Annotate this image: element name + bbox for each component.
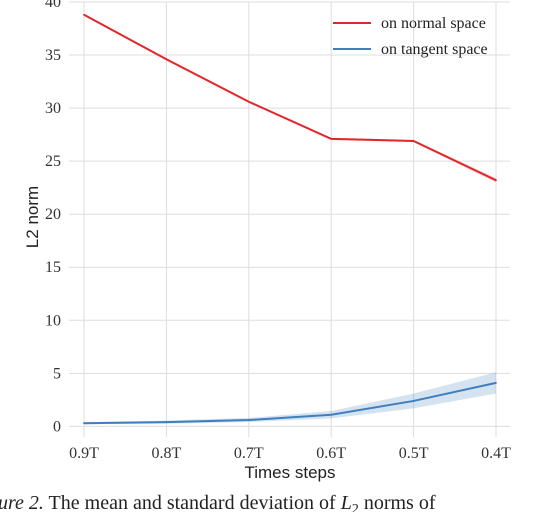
series-line-0	[83, 13, 497, 182]
y-tick-label: 10	[45, 312, 61, 329]
x-tick-label: 0.8T	[152, 445, 182, 462]
x-tick-labels: 0.9T 0.8T 0.7T 0.6T 0.5T 0.4T	[69, 445, 511, 462]
data-point	[412, 140, 415, 142]
y-tick-label: 15	[45, 259, 61, 276]
std-band-1	[84, 372, 496, 425]
data-point	[165, 421, 168, 424]
y-tick-label: 25	[45, 153, 61, 170]
data-point	[330, 137, 333, 140]
series-lines	[83, 13, 497, 425]
y-tick-label: 30	[45, 100, 61, 117]
x-tick-label: 0.6T	[316, 445, 346, 462]
data-point	[247, 419, 250, 421]
data-point	[412, 400, 415, 402]
y-tick-label: 5	[53, 365, 61, 382]
y-tick-label: 20	[45, 206, 61, 223]
caption-math-sub: 2	[352, 502, 359, 512]
caption-math-base: L	[340, 492, 352, 512]
figure-caption: ure 2. The mean and standard deviation o…	[0, 492, 436, 512]
caption-suffix: norms of	[359, 492, 436, 512]
data-point	[83, 13, 85, 16]
std-bands	[84, 13, 496, 425]
caption-text: The mean and standard deviation of	[44, 492, 341, 512]
legend-label-tangent: on tangent space	[381, 41, 488, 58]
x-tick-label: 0.9T	[69, 445, 99, 462]
data-point	[83, 422, 85, 425]
x-tick-label: 0.5T	[399, 445, 429, 462]
series-line-1	[83, 381, 497, 425]
y-tick-labels: 0 5 10 15 20 25 30 35 40	[45, 0, 61, 435]
y-tick-label: 35	[45, 47, 61, 64]
y-tick-label: 0	[53, 418, 61, 435]
x-tick-label: 0.7T	[234, 445, 264, 462]
y-axis-label: L2 norm	[23, 186, 42, 248]
x-axis-label: Times steps	[244, 463, 335, 482]
legend: on normal space on tangent space	[333, 15, 488, 58]
std-band-0	[84, 13, 496, 183]
data-point	[247, 100, 250, 103]
data-point	[165, 58, 168, 61]
caption-prefix: ure 2.	[0, 492, 44, 512]
y-tick-label: 40	[45, 0, 61, 11]
legend-label-normal: on normal space	[381, 15, 486, 32]
grid-lines	[69, 1, 510, 437]
data-point	[495, 381, 497, 384]
data-point	[330, 413, 333, 416]
x-tick-label: 0.4T	[481, 445, 511, 462]
data-point	[495, 179, 497, 182]
